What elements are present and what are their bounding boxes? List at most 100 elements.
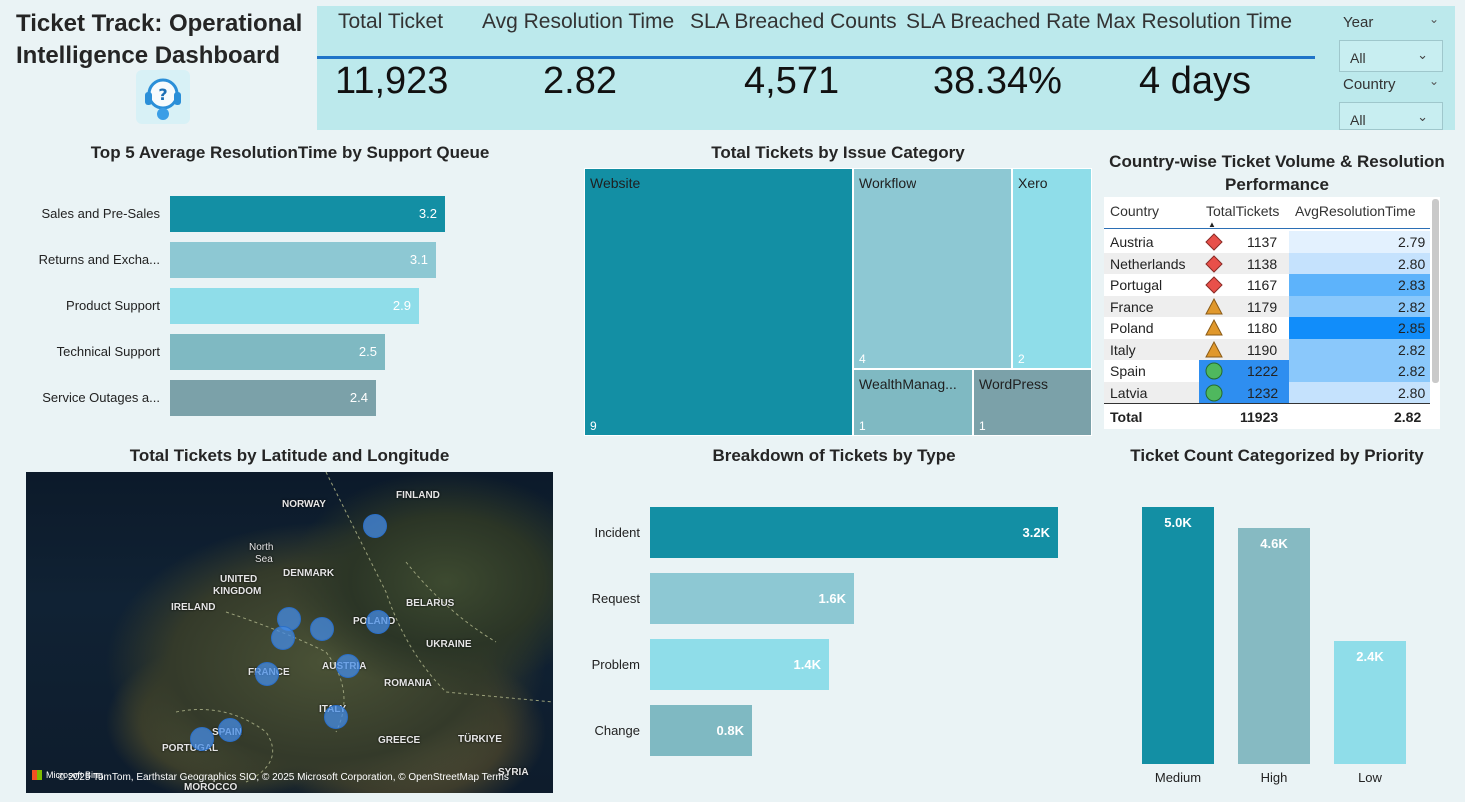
ticket-type-bar[interactable] xyxy=(650,639,829,690)
country-table-title: Country-wise Ticket Volume & Resolution … xyxy=(1104,150,1450,196)
map-provider-label: Microsoft Bing xyxy=(46,770,104,780)
chevron-down-icon[interactable]: ⌄ xyxy=(1429,74,1440,88)
map-attribution[interactable]: © 2025 TomTom, Earthstar Geographics SIO… xyxy=(58,772,509,783)
treemap-cell-name: Workflow xyxy=(859,175,917,191)
kpi-max-resolution-value: 4 days xyxy=(1139,60,1251,102)
map-bubble[interactable] xyxy=(310,617,334,641)
queue-bar-value: 3.2 xyxy=(418,206,437,221)
queue-bar[interactable] xyxy=(170,288,419,324)
priority-label: Medium xyxy=(1154,770,1202,785)
map-label: KINGDOM xyxy=(213,586,262,597)
ticket-type-bar[interactable] xyxy=(650,507,1058,558)
kpi-total-ticket-value: 11,923 xyxy=(335,60,449,102)
column-header-country[interactable]: Country xyxy=(1110,203,1160,219)
country-cell: Austria xyxy=(1110,234,1154,250)
map-label: PORTUGAL xyxy=(162,743,219,754)
map-label: MOROCCO xyxy=(184,782,238,793)
priority-value: 4.6K xyxy=(1260,536,1288,551)
treemap-cell-xero[interactable]: Xero 2 xyxy=(1012,168,1092,369)
treemap-cell-count: 1 xyxy=(979,419,986,433)
table-scrollbar[interactable] xyxy=(1432,199,1439,383)
tickets-cell: 1138 xyxy=(1247,256,1278,272)
ticket-type-value: 0.8K xyxy=(716,723,744,738)
map-bubble[interactable] xyxy=(366,610,390,634)
queue-bar[interactable] xyxy=(170,334,385,370)
avg-cell-bg xyxy=(1289,253,1430,275)
map-label: North xyxy=(249,542,274,553)
queue-label: Sales and Pre-Sales xyxy=(41,206,160,221)
map-bubble[interactable] xyxy=(324,705,348,729)
map-label: BELARUS xyxy=(406,598,455,609)
priority-label: Low xyxy=(1358,770,1382,785)
ticket-type-bar[interactable] xyxy=(650,573,854,624)
svg-text:?: ? xyxy=(158,85,167,104)
queue-bar-value: 2.5 xyxy=(358,344,377,359)
treemap-cell-website[interactable]: Website 9 xyxy=(584,168,853,436)
ticket-type-bar[interactable] xyxy=(650,705,752,756)
red-diamond-icon xyxy=(1205,255,1223,273)
map-title: Total Tickets by Latitude and Longitude xyxy=(129,446,450,465)
kpi-sla-counts-label: SLA Breached Counts xyxy=(690,10,897,33)
map-label: IRELAND xyxy=(171,602,216,613)
map-label: UKRAINE xyxy=(426,639,472,650)
queue-bar-value: 2.9 xyxy=(392,298,411,313)
country-cell: Spain xyxy=(1110,363,1146,379)
avg-cell: 2.80 xyxy=(1398,385,1426,401)
chevron-down-icon[interactable]: ⌄ xyxy=(1429,12,1440,26)
ticket-type-chart: Incident 3.2K Request 1.6K Problem 1.4K Change… xyxy=(540,500,1080,760)
kpi-divider xyxy=(317,56,1315,59)
tickets-cell-bg xyxy=(1199,253,1289,275)
avg-cell-bg xyxy=(1289,274,1430,296)
tickets-cell: 1137 xyxy=(1247,234,1278,250)
treemap-cell-workflow[interactable]: Workflow 4 xyxy=(853,168,1012,369)
tickets-cell: 1190 xyxy=(1247,342,1278,358)
ticket-type-value: 3.2K xyxy=(1022,525,1050,540)
priority-column[interactable] xyxy=(1334,641,1406,764)
red-diamond-icon xyxy=(1205,276,1223,294)
treemap-cell-wordpress[interactable]: WordPress 1 xyxy=(973,369,1092,436)
map-label: GREECE xyxy=(378,735,421,746)
treemap-cell-count: 2 xyxy=(1018,352,1025,366)
tickets-cell: 1232 xyxy=(1247,385,1279,401)
year-slicer-dropdown[interactable]: All ⌄ xyxy=(1339,40,1443,72)
total-label: Total xyxy=(1110,409,1143,425)
country-cell: France xyxy=(1110,299,1154,315)
ticket-type-label: Incident xyxy=(594,525,640,540)
queue-bar[interactable] xyxy=(170,380,376,416)
map-bubble[interactable] xyxy=(190,727,214,751)
queue-label: Technical Support xyxy=(56,344,160,359)
map-label: UNITED xyxy=(220,574,258,585)
tickets-cell: 1222 xyxy=(1247,363,1279,379)
treemap-cell-name: WealthManag... xyxy=(859,376,957,392)
kpi-sla-counts-value: 4,571 xyxy=(744,60,840,102)
queue-bar-value: 2.4 xyxy=(349,390,368,405)
country-slicer-dropdown[interactable]: All ⌄ xyxy=(1339,102,1443,130)
map-bubble[interactable] xyxy=(218,718,242,742)
avg-cell-bg xyxy=(1289,296,1430,318)
map-bubble[interactable] xyxy=(255,662,279,686)
map-bubble[interactable] xyxy=(271,626,295,650)
queue-bar[interactable] xyxy=(170,196,445,232)
avg-cell-bg xyxy=(1289,360,1430,382)
avg-cell: 2.82 xyxy=(1398,299,1426,315)
orange-triangle-icon xyxy=(1205,340,1223,359)
avg-cell-bg xyxy=(1289,231,1430,253)
map-bubble[interactable] xyxy=(363,514,387,538)
queue-bar[interactable] xyxy=(170,242,436,278)
priority-column[interactable] xyxy=(1238,528,1310,764)
map-bubble[interactable] xyxy=(336,654,360,678)
ticket-type-title: Breakdown of Tickets by Type xyxy=(712,446,956,465)
country-table-title-line2: Performance xyxy=(1225,175,1329,194)
kpi-total-ticket-label: Total Ticket xyxy=(338,10,444,33)
avg-cell: 2.80 xyxy=(1398,256,1426,272)
column-header-totaltickets[interactable]: TotalTickets xyxy=(1206,203,1280,219)
column-header-avgresolutiontime[interactable]: AvgResolutionTime xyxy=(1295,203,1416,219)
ticket-type-label: Request xyxy=(591,591,640,606)
priority-chart: 5.0K Medium 4.6K High 2.4K Low xyxy=(1104,490,1450,790)
priority-column[interactable] xyxy=(1142,507,1214,764)
treemap-cell-wealthmanagement[interactable]: WealthManag... 1 xyxy=(853,369,973,436)
queue-label: Product Support xyxy=(66,298,160,313)
tickets-cell: 1180 xyxy=(1247,320,1278,336)
dashboard-title: Ticket Track: Operational Intelligence D… xyxy=(16,10,303,69)
ticket-map[interactable]: FINLAND NORWAY North Sea DENMARK UNITED … xyxy=(26,472,553,793)
